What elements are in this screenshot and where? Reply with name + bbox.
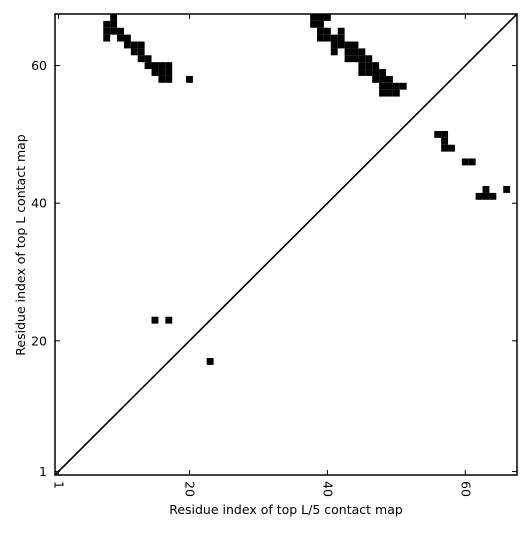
contact-cell bbox=[110, 20, 118, 28]
contact-cell bbox=[461, 158, 469, 166]
contact-cell bbox=[365, 69, 373, 76]
contact-cell bbox=[379, 69, 386, 76]
contact-cell bbox=[392, 82, 400, 90]
contact-cell bbox=[434, 130, 442, 138]
contact-cell bbox=[165, 316, 173, 324]
contact-cell bbox=[344, 55, 352, 63]
contact-cell bbox=[317, 34, 324, 42]
contact-cell bbox=[144, 62, 152, 70]
contact-cell bbox=[489, 192, 497, 200]
contact-cell bbox=[323, 34, 331, 42]
contact-cell bbox=[475, 192, 483, 200]
x-axis-label: Residue index of top L/5 contact map bbox=[169, 502, 403, 517]
contact-cell bbox=[379, 89, 386, 97]
contact-cell bbox=[123, 34, 131, 42]
contact-cell bbox=[137, 41, 145, 49]
contact-cell bbox=[344, 48, 352, 56]
contact-cell bbox=[399, 82, 407, 90]
contact-cell bbox=[365, 55, 373, 63]
contact-cell bbox=[351, 41, 359, 49]
contact-cell bbox=[165, 69, 173, 76]
contact-cell bbox=[358, 55, 366, 63]
contact-cell bbox=[310, 14, 318, 21]
diagonal bbox=[54, 13, 518, 476]
contact-cell bbox=[165, 75, 173, 83]
contact-cell bbox=[165, 62, 173, 70]
contact-cell bbox=[330, 48, 338, 56]
contact-cell bbox=[144, 55, 152, 63]
contact-cell bbox=[379, 82, 386, 90]
contact-cell bbox=[358, 69, 366, 76]
contact-cell bbox=[103, 20, 111, 28]
contact-cell bbox=[358, 62, 366, 70]
y-tick-label: 20 bbox=[31, 333, 47, 348]
contact-cell bbox=[158, 69, 166, 76]
contact-cell bbox=[330, 34, 338, 42]
contact-cell bbox=[123, 41, 131, 49]
contact-cell bbox=[317, 14, 324, 21]
contact-cell bbox=[110, 14, 118, 21]
contact-cell bbox=[158, 75, 166, 83]
contact-cell bbox=[379, 75, 386, 83]
contact-cell bbox=[330, 41, 338, 49]
contact-cell bbox=[117, 27, 124, 35]
contact-cell bbox=[151, 69, 159, 76]
contact-cell bbox=[337, 34, 345, 42]
contact-cell bbox=[358, 48, 366, 56]
contact-cell bbox=[137, 48, 145, 56]
contact-cell bbox=[103, 27, 111, 35]
contact-cell bbox=[482, 192, 490, 200]
contact-cell bbox=[441, 130, 449, 138]
contact-cell bbox=[372, 69, 380, 76]
y-tick-label: 1 bbox=[39, 464, 47, 479]
contact-cell bbox=[441, 144, 449, 152]
contact-cell bbox=[130, 41, 138, 49]
contact-cell bbox=[372, 75, 380, 83]
contact-cell bbox=[110, 27, 118, 35]
contact-cell bbox=[137, 55, 145, 63]
contact-cell bbox=[103, 34, 111, 42]
contact-cell bbox=[365, 62, 373, 70]
contact-cell bbox=[151, 316, 159, 324]
contact-cell bbox=[323, 27, 331, 35]
contact-cell bbox=[310, 20, 318, 28]
contact-cell bbox=[337, 27, 345, 35]
contact-cell bbox=[130, 48, 138, 56]
contact-cell bbox=[392, 89, 400, 97]
contact-cell bbox=[337, 41, 345, 49]
contact-cell bbox=[448, 144, 455, 152]
x-tick-label: 1 bbox=[51, 481, 66, 489]
x-tick-label: 60 bbox=[458, 481, 473, 497]
y-tick-label: 40 bbox=[31, 196, 47, 211]
plot-frame bbox=[54, 13, 518, 476]
contact-cell bbox=[158, 62, 166, 70]
x-tick-label: 20 bbox=[182, 481, 197, 497]
contact-cell bbox=[385, 75, 393, 83]
contact-cell bbox=[482, 186, 490, 193]
contact-cell bbox=[351, 55, 359, 63]
contact-cell bbox=[351, 48, 359, 56]
contact-cell bbox=[206, 358, 214, 365]
contact-cell bbox=[344, 41, 352, 49]
y-tick-label: 60 bbox=[31, 58, 47, 73]
contact-cell bbox=[385, 89, 393, 97]
contact-cell bbox=[503, 186, 511, 193]
contact-cell bbox=[117, 34, 124, 42]
contact-cell bbox=[317, 20, 324, 28]
contact-cell bbox=[441, 137, 449, 145]
x-tick-label: 40 bbox=[320, 481, 335, 497]
contact-cell bbox=[468, 158, 476, 166]
contact-cell bbox=[317, 27, 324, 35]
contact-cell bbox=[385, 82, 393, 90]
y-axis-label: Residue index of top L contact map bbox=[13, 134, 28, 355]
contact-cell bbox=[186, 75, 193, 83]
contact-cell bbox=[372, 62, 380, 70]
contact-cell bbox=[151, 62, 159, 70]
